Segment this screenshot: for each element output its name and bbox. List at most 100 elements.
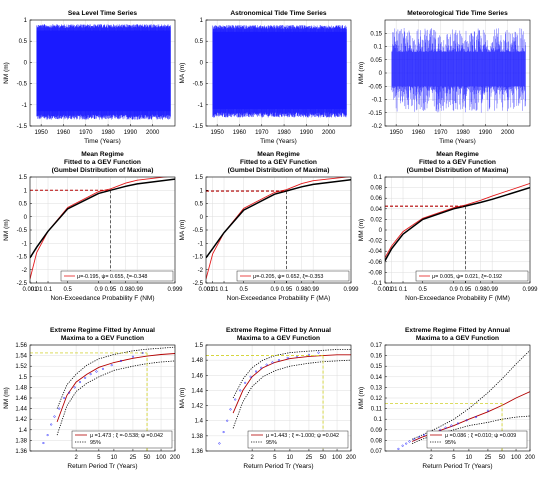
y-tick-label: 0.1 <box>374 45 383 51</box>
x-tick-label: 0.99 <box>131 287 143 293</box>
axes-frame <box>29 19 176 127</box>
x-axis-label: Time (Years) <box>84 138 121 145</box>
y-tick-label: 0.17 <box>370 343 382 349</box>
chart-title: Maxima to a GEV Function <box>416 335 499 342</box>
x-tick-label: 1980 <box>456 130 470 136</box>
y-tick-label: 1.4 <box>195 419 204 425</box>
x-tick-label: 1980 <box>277 130 291 136</box>
y-tick-label: 1 <box>24 188 28 194</box>
y-tick-label: 1 <box>200 18 204 24</box>
x-tick-label: 1980 <box>101 130 115 136</box>
y-tick-label: 0.02 <box>370 217 382 223</box>
gev-fit-curve <box>232 354 351 414</box>
observed-point <box>456 422 459 425</box>
series-core <box>36 30 171 112</box>
y-tick-label: -0.1 <box>372 281 383 287</box>
y-tick-label: -2.5 <box>193 281 204 287</box>
observed-point <box>405 442 408 445</box>
y-tick-label: -0.08 <box>368 270 382 276</box>
observed-point <box>465 419 468 422</box>
x-tick-label: 0.98 <box>475 287 487 293</box>
y-tick-label: -1 <box>198 103 204 109</box>
chart-title: Extreme Regime Fitted by Annual <box>226 327 331 334</box>
y-tick-label: 0.05 <box>370 58 382 64</box>
ci-lower-curve <box>232 359 351 429</box>
observed-point <box>418 436 421 439</box>
x-tick-label: 0.5 <box>419 287 428 293</box>
observed-point <box>444 426 447 429</box>
y-axis-label: MA (m) <box>179 388 186 409</box>
x-tick-label: 2 <box>250 455 254 461</box>
x-tick-label: 1990 <box>300 130 314 136</box>
observed-point <box>239 389 242 392</box>
empirical-curve <box>206 178 351 259</box>
y-tick-label: -0.04 <box>368 249 382 255</box>
x-tick-label: 1960 <box>412 130 426 136</box>
x-axis-label: Time (Years) <box>260 138 297 145</box>
observed-point <box>68 391 71 394</box>
x-tick-label: 1970 <box>434 130 448 136</box>
x-tick-label: 0.001 <box>22 287 38 293</box>
observed-point <box>244 381 247 384</box>
observed-point <box>474 416 478 419</box>
chart-title: Mean Regime <box>436 151 479 158</box>
x-tick-label: 1970 <box>79 130 93 136</box>
chart-title: Meteorological Tide Time Series <box>407 10 508 17</box>
y-tick-label: 1.48 <box>191 358 203 364</box>
observed-point <box>119 359 123 362</box>
y-tick-label: -0.2 <box>372 124 383 130</box>
x-tick-label: 1950 <box>210 130 224 136</box>
chart-title: Extreme Regime Fitted by Annual <box>405 327 510 334</box>
y-tick-label: 0.1 <box>374 417 383 423</box>
x-axis-label: Return Period Tr (Years) <box>422 463 492 470</box>
y-tick-label: 0.5 <box>19 39 28 45</box>
observed-point <box>271 361 274 364</box>
x-tick-label: 200 <box>346 455 357 461</box>
observed-point <box>78 381 82 384</box>
axes-frame <box>384 176 531 284</box>
y-tick-label: 0.07 <box>370 449 382 455</box>
x-tick-label: 1950 <box>34 130 48 136</box>
y-tick-label: 0.5 <box>195 202 204 208</box>
y-tick-label: 1.5 <box>19 375 28 381</box>
y-tick-label: -2.5 <box>17 281 28 287</box>
legend-box <box>415 270 529 282</box>
y-tick-label: 0.12 <box>370 396 382 402</box>
observed-point <box>95 370 98 373</box>
observed-point <box>265 363 268 366</box>
x-tick-label: 25 <box>130 455 137 461</box>
y-tick-label: -0.5 <box>193 82 204 88</box>
chart-title: Mean Regime <box>81 151 124 158</box>
x-tick-label: 2 <box>429 455 433 461</box>
panel-1: Sea Level Time Series 1950 1960 1970 1980 199… <box>3 10 176 145</box>
panel-3: Meteorological Tide Time Series 1950 1960 1… <box>358 10 531 145</box>
y-tick-label: 1.5 <box>19 175 28 181</box>
y-tick-label: -0.15 <box>368 111 382 117</box>
y-tick-label: 1.56 <box>15 343 27 349</box>
observed-point <box>254 370 258 373</box>
ci-lower-curve <box>411 415 530 444</box>
observed-point <box>260 366 263 369</box>
chart-title: Fitted to a GEV Function <box>240 159 317 166</box>
legend-box <box>60 270 174 282</box>
x-tick-label: 10 <box>287 455 294 461</box>
x-tick-label: 0.95 <box>105 287 117 293</box>
axes-frame <box>29 344 176 452</box>
y-tick-label: 0.09 <box>370 428 382 434</box>
chart-title: (Gumbel Distribution of Maxima) <box>407 167 509 174</box>
x-tick-label: 0.999 <box>167 287 183 293</box>
legend-entry: μ =1.443 ; ξ =-1.000; ψ =0.042 <box>266 433 339 439</box>
y-tick-label: -0.5 <box>17 228 28 234</box>
y-tick-label: 1 <box>24 18 28 24</box>
chart-title: Maxima to a GEV Function <box>237 335 320 342</box>
legend-entry: μ =0.086 ; ξ =0.010; ψ =0.009 <box>445 433 516 439</box>
y-tick-label: -0.5 <box>193 228 204 234</box>
plot-content <box>36 24 171 120</box>
empirical-curve <box>385 186 530 262</box>
y-tick-label: 1.44 <box>15 407 27 413</box>
y-axis-label: MM (m) <box>358 62 365 84</box>
x-tick-label: 1950 <box>389 130 403 136</box>
